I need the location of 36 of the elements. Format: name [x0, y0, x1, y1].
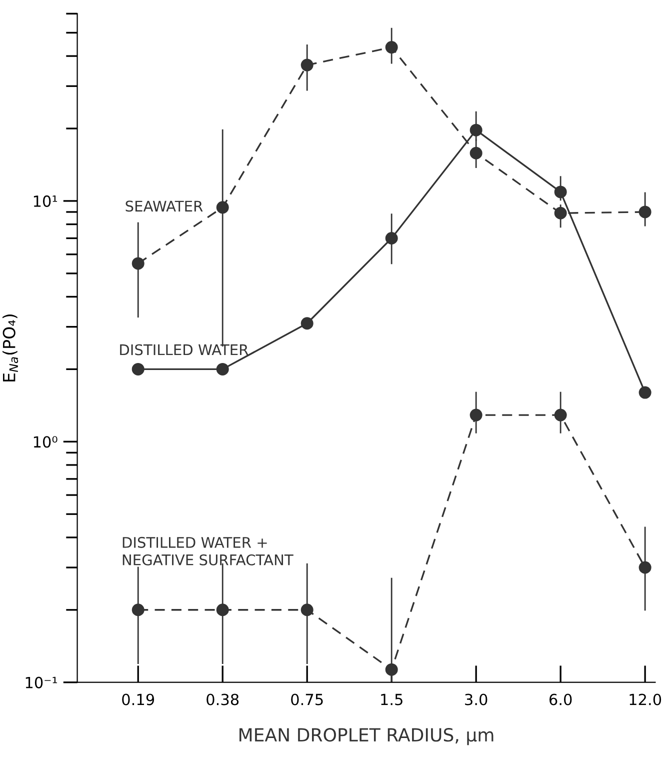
- point: [132, 604, 144, 616]
- point: [470, 146, 482, 160]
- point: [638, 561, 652, 574]
- point: [300, 604, 314, 616]
- y-tick-label: 10¹: [34, 195, 57, 207]
- point: [216, 362, 229, 376]
- point: [554, 206, 567, 220]
- x-tick-label: 0.75: [291, 694, 323, 706]
- x-tick-label: 0.19: [122, 694, 154, 706]
- point: [132, 257, 144, 270]
- point: [470, 124, 482, 136]
- x-axis-title: MEAN DROPLET RADIUS, μm: [240, 728, 494, 746]
- point: [216, 201, 229, 214]
- point: [385, 663, 398, 676]
- point: [554, 186, 567, 198]
- point: [554, 408, 567, 422]
- series-label: SEAWATER: [126, 200, 203, 212]
- x-tick-label: 3.0: [465, 694, 488, 706]
- x-tick-label: 1.5: [381, 694, 402, 706]
- point: [300, 58, 314, 72]
- point: [132, 362, 144, 376]
- x-tick-label: 12.0: [630, 694, 662, 706]
- point: [638, 206, 652, 218]
- point: [470, 408, 482, 422]
- x-tick-label: 6.0: [549, 694, 572, 706]
- y-tick-label: 10⁻¹: [26, 676, 57, 688]
- series-label: DISTILLED WATER: [120, 344, 248, 356]
- x-tick-label: 0.38: [206, 694, 239, 706]
- y-axis-title: E$_{Na}$(PO₄): [2, 314, 18, 382]
- y-tick-label: 10⁰: [34, 436, 58, 448]
- text: DISTILLED WATER + NEGATIVE SURFACTANT: [122, 536, 294, 566]
- point: [216, 604, 229, 616]
- point: [638, 386, 652, 399]
- point: [385, 232, 398, 244]
- point: [385, 41, 398, 54]
- point: [300, 317, 314, 330]
